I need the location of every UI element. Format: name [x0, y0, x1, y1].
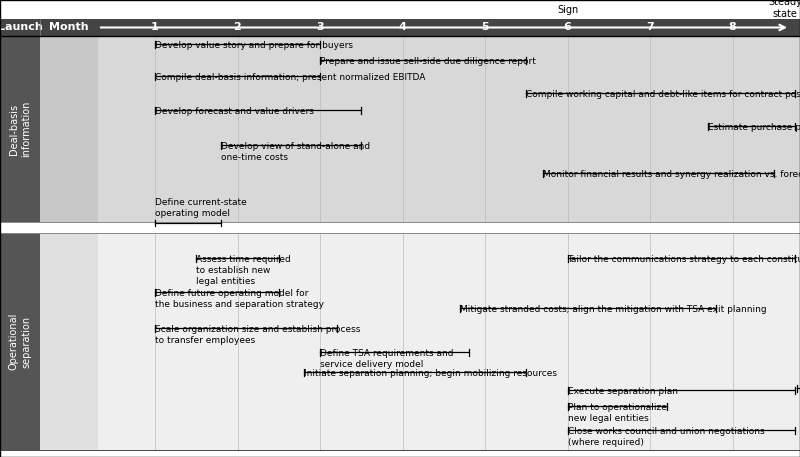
Text: Operational
separation: Operational separation [9, 313, 31, 370]
Text: Define current-state
operating model: Define current-state operating model [155, 198, 246, 218]
Text: 2: 2 [234, 22, 242, 32]
Text: Steady
state: Steady state [768, 0, 800, 19]
Text: 1: 1 [151, 22, 159, 32]
Text: Deal-basis
information: Deal-basis information [9, 101, 31, 157]
Bar [98, 233, 800, 450]
Bar [0, 36, 40, 222]
Text: Compile working capital and debt-like items for contract positioning: Compile working capital and debt-like it… [526, 90, 800, 99]
Text: Mitigate stranded costs; align the mitigation with TSA exit planning: Mitigate stranded costs; align the mitig… [460, 305, 767, 314]
Text: Assess time required
to establish new
legal entities: Assess time required to establish new le… [196, 255, 291, 286]
Text: Initiate separation planning; begin mobilizing resources: Initiate separation planning; begin mobi… [303, 369, 557, 378]
Text: Define future operating model for
the business and separation strategy: Define future operating model for the bu… [155, 289, 324, 309]
Text: Close works council and union negotiations
(where required): Close works council and union negotiatio… [567, 427, 764, 447]
Text: Develop view of stand-alone and
one-time costs: Develop view of stand-alone and one-time… [221, 142, 370, 162]
Bar [40, 36, 98, 222]
Text: 8: 8 [729, 22, 736, 32]
Text: Scale organization size and establish process
to transfer employees: Scale organization size and establish pr… [155, 325, 360, 345]
Text: Develop value story and prepare for buyers: Develop value story and prepare for buye… [155, 41, 353, 50]
Text: 7: 7 [646, 22, 654, 32]
Text: Execute separation plan: Execute separation plan [567, 387, 678, 396]
Text: Develop forecast and value drivers: Develop forecast and value drivers [155, 107, 314, 116]
Text: Prepare and issue sell-side due diligence report: Prepare and issue sell-side due diligenc… [320, 57, 536, 66]
Text: Sign: Sign [557, 5, 578, 15]
Text: Define TSA requirements and
service delivery model: Define TSA requirements and service deli… [320, 349, 454, 369]
Text: Month: Month [49, 22, 89, 32]
Text: Compile deal-basis information; present normalized EBITDA: Compile deal-basis information; present … [155, 73, 426, 82]
Bar [0, 233, 40, 450]
Bar [0, 222, 800, 233]
Bar [98, 36, 800, 222]
Text: Monitor financial results and synergy realization vs. forecast: Monitor financial results and synergy re… [542, 170, 800, 179]
Text: Tailor the communications strategy to each constituent: Tailor the communications strategy to ea… [567, 255, 800, 264]
Text: Launch: Launch [0, 22, 42, 32]
Text: Estimate purchase price settlements: Estimate purchase price settlements [708, 123, 800, 132]
Text: Plan to operationalize
new legal entities: Plan to operationalize new legal entitie… [567, 403, 666, 423]
Text: 5: 5 [481, 22, 489, 32]
Bar [40, 233, 98, 450]
Text: 4: 4 [398, 22, 406, 32]
Text: 6: 6 [563, 22, 571, 32]
Bar [0, 19, 800, 36]
Text: 3: 3 [316, 22, 324, 32]
